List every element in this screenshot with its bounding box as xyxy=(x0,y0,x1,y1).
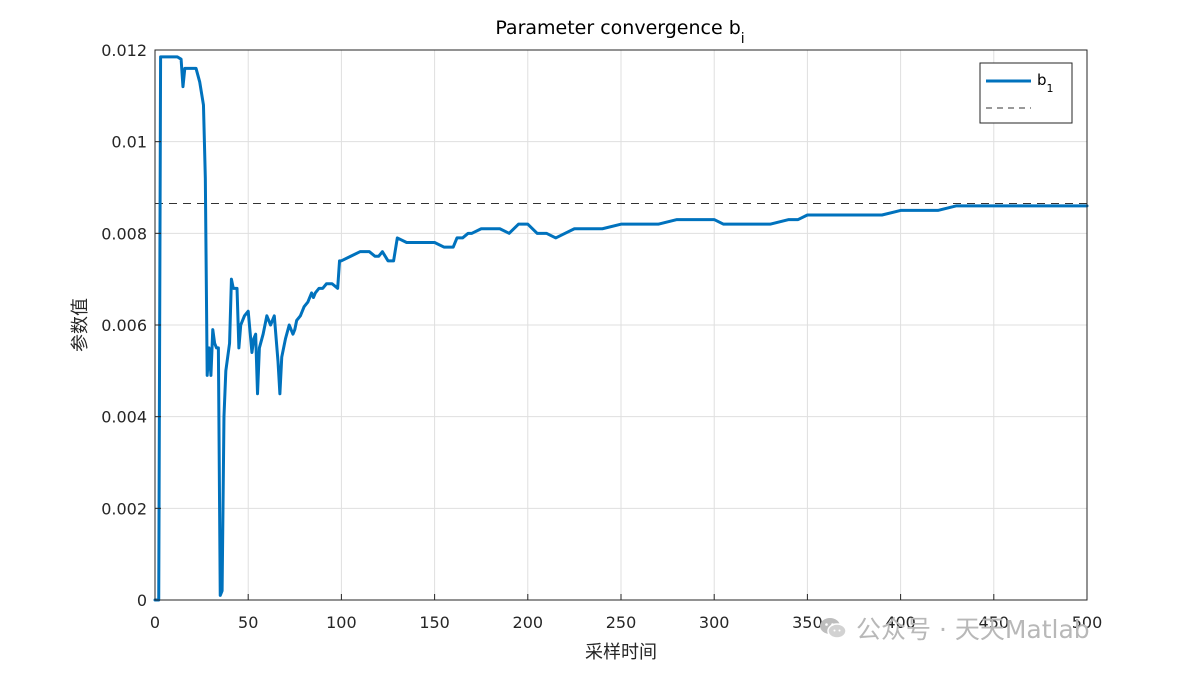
series-group xyxy=(153,55,1089,602)
x-axis-label: 采样时间 xyxy=(585,642,657,663)
x-tick-label: 300 xyxy=(699,613,730,632)
watermark: 公众号 · 天天Matlab xyxy=(818,611,1090,645)
y-axis-label: 参数值 xyxy=(70,298,91,352)
y-tick-label: 0 xyxy=(137,591,147,610)
y-tick-label: 0.012 xyxy=(101,41,147,60)
watermark-text: 公众号 · 天天Matlab xyxy=(856,615,1090,644)
x-tick-label: 500 xyxy=(1072,613,1103,632)
y-tick-label: 0.004 xyxy=(101,408,147,427)
x-tick-label: 200 xyxy=(513,613,544,632)
wechat-icon xyxy=(820,618,847,639)
y-ticks: 0 0.002 0.004 0.006 0.008 0.01 0.012 xyxy=(101,41,161,610)
chart-title: Parameter convergence bi xyxy=(495,17,744,47)
y-tick-label: 0.006 xyxy=(101,316,147,335)
x-tick-label: 450 xyxy=(979,613,1010,632)
x-tick-label: 0 xyxy=(150,613,160,632)
chart-title-subscript: i xyxy=(741,31,745,47)
x-tick-label: 400 xyxy=(885,613,916,632)
y-tick-label: 0.008 xyxy=(101,224,147,243)
legend: b1 xyxy=(979,62,1073,124)
x-tick-label: 150 xyxy=(419,613,450,632)
legend-series-label: b1 xyxy=(1037,71,1054,95)
legend-box xyxy=(979,62,1073,124)
x-ticks: 0 50 100 150 200 250 300 350 400 450 500 xyxy=(150,594,1102,632)
y-tick-label: 0.002 xyxy=(101,499,147,518)
x-tick-label: 50 xyxy=(238,613,258,632)
legend-series-label-main: b xyxy=(1037,71,1047,89)
x-tick-label: 100 xyxy=(326,613,357,632)
y-tick-label: 0.01 xyxy=(111,133,147,152)
series-line-b1 xyxy=(153,55,1089,602)
x-tick-label: 350 xyxy=(792,613,823,632)
x-tick-label: 250 xyxy=(606,613,637,632)
legend-series-label-subscript: 1 xyxy=(1047,82,1054,95)
chart-title-main: Parameter convergence b xyxy=(495,17,740,39)
